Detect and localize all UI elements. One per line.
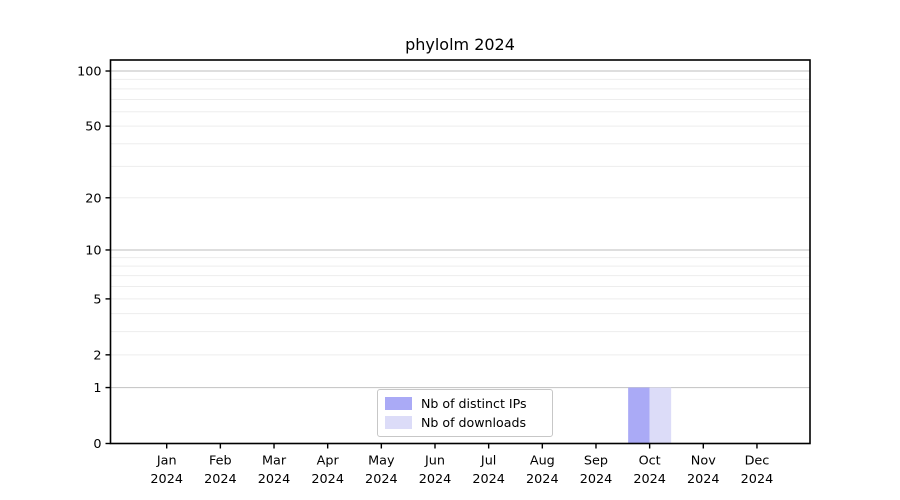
x-tick-label-month: Jan <box>156 454 177 469</box>
x-tick-label-year: 2024 <box>472 472 505 487</box>
legend-label-distinct-ips: Nb of distinct IPs <box>421 396 527 411</box>
gridlines-minor <box>110 78 810 356</box>
x-tick-label-year: 2024 <box>311 472 344 487</box>
x-tick-label-month: Mar <box>262 454 287 469</box>
y-tick-label: 0 <box>93 437 101 452</box>
x-tick-label-month: Nov <box>691 454 716 469</box>
legend-swatch-distinct-ips <box>385 397 412 410</box>
x-tick-label-month: Apr <box>317 454 340 469</box>
x-tick-label-year: 2024 <box>633 472 666 487</box>
axes-box <box>109 59 811 445</box>
x-tick-label-year: 2024 <box>580 472 613 487</box>
spines <box>109 59 811 445</box>
legend-item-distinct-ips: Nb of distinct IPs <box>385 396 544 411</box>
y-tick-label: 2 <box>93 348 101 363</box>
x-tick-label-year: 2024 <box>687 472 720 487</box>
gridlines-major <box>110 70 810 389</box>
chart-title: phylolm 2024 <box>405 35 515 54</box>
x-axis: Jan 2024 Feb 2024 Mar 2024 Apr 2024 May 2024 Jun 20… <box>150 443 774 487</box>
x-tick-label-year: 2024 <box>419 472 452 487</box>
legend-label-downloads: Nb of downloads <box>421 415 527 430</box>
legend-item-downloads: Nb of downloads <box>385 415 544 430</box>
x-tick-label-month: Jun <box>424 454 445 469</box>
x-tick-label-year: 2024 <box>741 472 774 487</box>
x-tick-label-year: 2024 <box>365 472 398 487</box>
x-tick-label-month: May <box>368 454 395 469</box>
y-tick-label: 5 <box>93 292 101 307</box>
x-tick-label-year: 2024 <box>150 472 183 487</box>
y-tick-label: 10 <box>85 243 101 258</box>
x-tick-label-year: 2024 <box>204 472 237 487</box>
y-tick-label: 1 <box>93 381 101 396</box>
y-tick-label: 50 <box>85 120 101 135</box>
x-tick-label-month: Feb <box>209 454 232 469</box>
x-tick-label-year: 2024 <box>526 472 559 487</box>
x-tick-label-month: Aug <box>530 454 555 469</box>
x-tick-label-month: Sep <box>584 454 608 469</box>
x-tick-label-month: Dec <box>745 454 770 469</box>
x-tick-label-month: Jul <box>480 454 496 469</box>
y-tick-label: 100 <box>77 64 101 79</box>
y-axis: 0 1 2 5 10 20 50 100 <box>77 64 111 452</box>
legend: Nb of distinct IPs Nb of downloads <box>377 389 553 437</box>
x-tick-label-year: 2024 <box>258 472 291 487</box>
bar-downloads <box>649 387 672 444</box>
bar-distinct-ips <box>628 387 650 444</box>
y-tick-label: 20 <box>85 191 101 206</box>
bars <box>628 387 672 444</box>
x-tick-label-month: Oct <box>639 454 661 469</box>
legend-swatch-downloads <box>385 416 412 429</box>
